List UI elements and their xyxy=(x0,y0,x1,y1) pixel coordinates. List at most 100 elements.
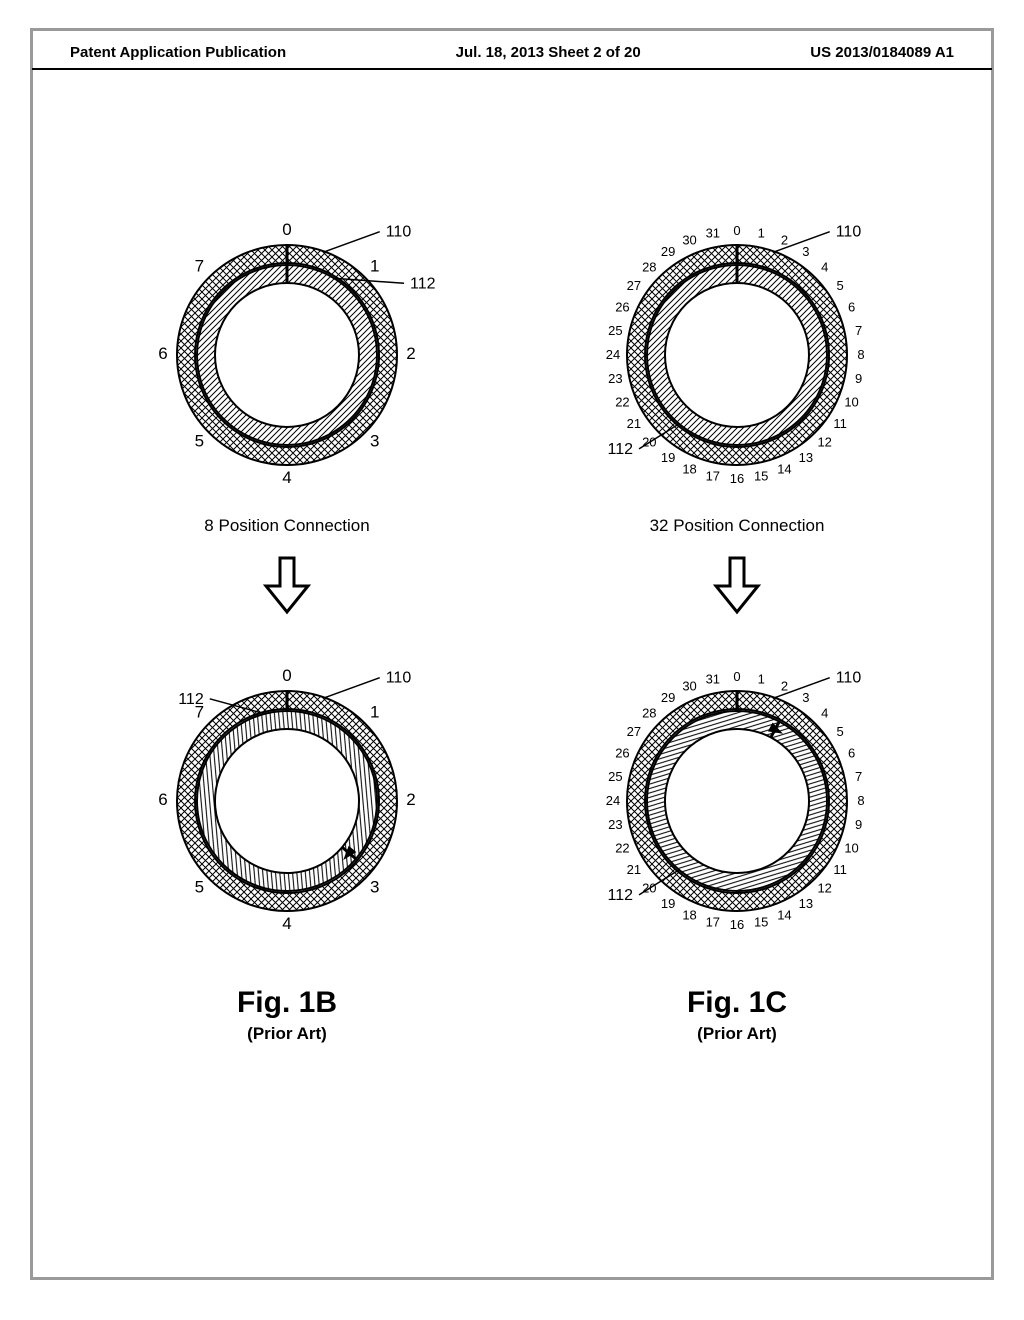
position-label: 0 xyxy=(733,223,740,238)
position-label: 21 xyxy=(627,416,641,431)
position-label: 2 xyxy=(781,232,788,247)
position-label: 25 xyxy=(608,323,622,338)
position-label: 7 xyxy=(195,256,204,275)
position-label: 17 xyxy=(706,469,720,484)
header-publication: Patent Application Publication xyxy=(70,44,286,61)
position-label: 24 xyxy=(606,347,620,362)
position-label: 13 xyxy=(799,450,813,465)
position-label: 10 xyxy=(844,394,858,409)
position-label: 27 xyxy=(627,278,641,293)
header-date-sheet: Jul. 18, 2013 Sheet 2 of 20 xyxy=(456,44,641,61)
position-label: 31 xyxy=(706,225,720,240)
position-label: 22 xyxy=(615,394,629,409)
position-label: 1 xyxy=(370,256,379,275)
position-label: 30 xyxy=(682,678,696,693)
ref-110: 110 xyxy=(386,224,412,241)
position-label: 19 xyxy=(661,896,675,911)
position-label: 0 xyxy=(282,220,291,239)
ring-8-bottom: 01234567110112 xyxy=(97,626,477,956)
position-label: 4 xyxy=(821,705,828,720)
position-label: 4 xyxy=(282,914,291,933)
position-label: 25 xyxy=(608,769,622,784)
position-label: 2 xyxy=(406,790,415,809)
position-label: 2 xyxy=(406,344,415,363)
position-label: 11 xyxy=(833,416,847,431)
ref-112: 112 xyxy=(608,441,634,458)
ref-110: 110 xyxy=(836,670,862,687)
fig-1b-title: Fig. 1B xyxy=(237,986,337,1020)
position-label: 3 xyxy=(370,878,379,897)
position-label: 1 xyxy=(758,225,765,240)
position-label: 31 xyxy=(706,671,720,686)
position-label: 26 xyxy=(615,300,629,315)
position-label: 8 xyxy=(857,793,864,808)
position-label: 23 xyxy=(608,817,622,832)
fig-1c-column: 0123456789101112131415161718192021222324… xyxy=(527,180,947,1044)
fig-1b-column: 0 1 2 3 4 5 6 7 110 112 8 Position Connection 0 1 2… xyxy=(77,180,497,1044)
position-label: 16 xyxy=(730,471,744,486)
position-label: 26 xyxy=(615,746,629,761)
position-label: 14 xyxy=(777,462,791,477)
position-label: 4 xyxy=(821,259,828,274)
position-label: 4 xyxy=(282,468,291,487)
figures-container: 01234567110112 8 Position Connection 012… xyxy=(0,180,1024,1044)
position-label: 3 xyxy=(802,690,809,705)
position-label: 7 xyxy=(855,323,862,338)
position-label: 30 xyxy=(682,232,696,247)
position-label: 6 xyxy=(848,746,855,761)
caption-32pos: 32 Position Connection xyxy=(650,516,825,536)
position-label: 1 xyxy=(370,702,379,721)
position-label: 15 xyxy=(754,469,768,484)
position-label: 3 xyxy=(370,432,379,451)
position-label: 6 xyxy=(848,300,855,315)
down-arrow-icon xyxy=(262,556,312,616)
position-label: 19 xyxy=(661,450,675,465)
fig-1b-subtitle: (Prior Art) xyxy=(247,1024,327,1044)
position-label: 0 xyxy=(282,666,291,685)
position-label: 1 xyxy=(758,671,765,686)
position-label: 6 xyxy=(158,790,167,809)
position-label: 9 xyxy=(855,371,862,386)
position-label: 5 xyxy=(836,278,843,293)
position-label: 18 xyxy=(682,462,696,477)
position-label: 0 xyxy=(733,669,740,684)
position-label: 27 xyxy=(627,724,641,739)
position-label: 11 xyxy=(833,862,847,877)
ref-112: 112 xyxy=(410,275,436,292)
position-label: 2 xyxy=(781,678,788,693)
position-label: 13 xyxy=(799,896,813,911)
position-label: 12 xyxy=(817,435,831,450)
ref-110: 110 xyxy=(836,224,862,241)
fig-1c-subtitle: (Prior Art) xyxy=(697,1024,777,1044)
down-arrow-icon xyxy=(712,556,762,616)
position-label: 21 xyxy=(627,862,641,877)
position-label: 14 xyxy=(777,908,791,923)
position-label: 10 xyxy=(844,840,858,855)
position-label: 17 xyxy=(706,915,720,930)
position-label: 22 xyxy=(615,840,629,855)
position-label: 29 xyxy=(661,244,675,259)
position-label: 15 xyxy=(754,915,768,930)
page-header: Patent Application Publication Jul. 18, … xyxy=(70,44,954,61)
ref-112: 112 xyxy=(178,691,204,708)
ring-32-top: 0123456789101112131415161718192021222324… xyxy=(547,180,927,510)
position-label: 18 xyxy=(682,908,696,923)
header-rule xyxy=(32,68,992,70)
caption-8pos: 8 Position Connection xyxy=(204,516,369,536)
fig-1c-title: Fig. 1C xyxy=(687,986,787,1020)
position-label: 12 xyxy=(817,881,831,896)
position-label: 5 xyxy=(836,724,843,739)
header-pubnum: US 2013/0184089 A1 xyxy=(810,44,954,61)
position-label: 8 xyxy=(857,347,864,362)
position-label: 16 xyxy=(730,917,744,932)
position-label: 28 xyxy=(642,259,656,274)
position-label: 5 xyxy=(195,878,204,897)
ring-8-top: 01234567110112 xyxy=(97,180,477,510)
ring-32-bottom: 0123456789101112131415161718192021222324… xyxy=(547,626,927,956)
position-label: 6 xyxy=(158,344,167,363)
position-label: 29 xyxy=(661,690,675,705)
position-label: 7 xyxy=(855,769,862,784)
position-label: 24 xyxy=(606,793,620,808)
ref-112: 112 xyxy=(608,887,634,904)
position-label: 28 xyxy=(642,705,656,720)
